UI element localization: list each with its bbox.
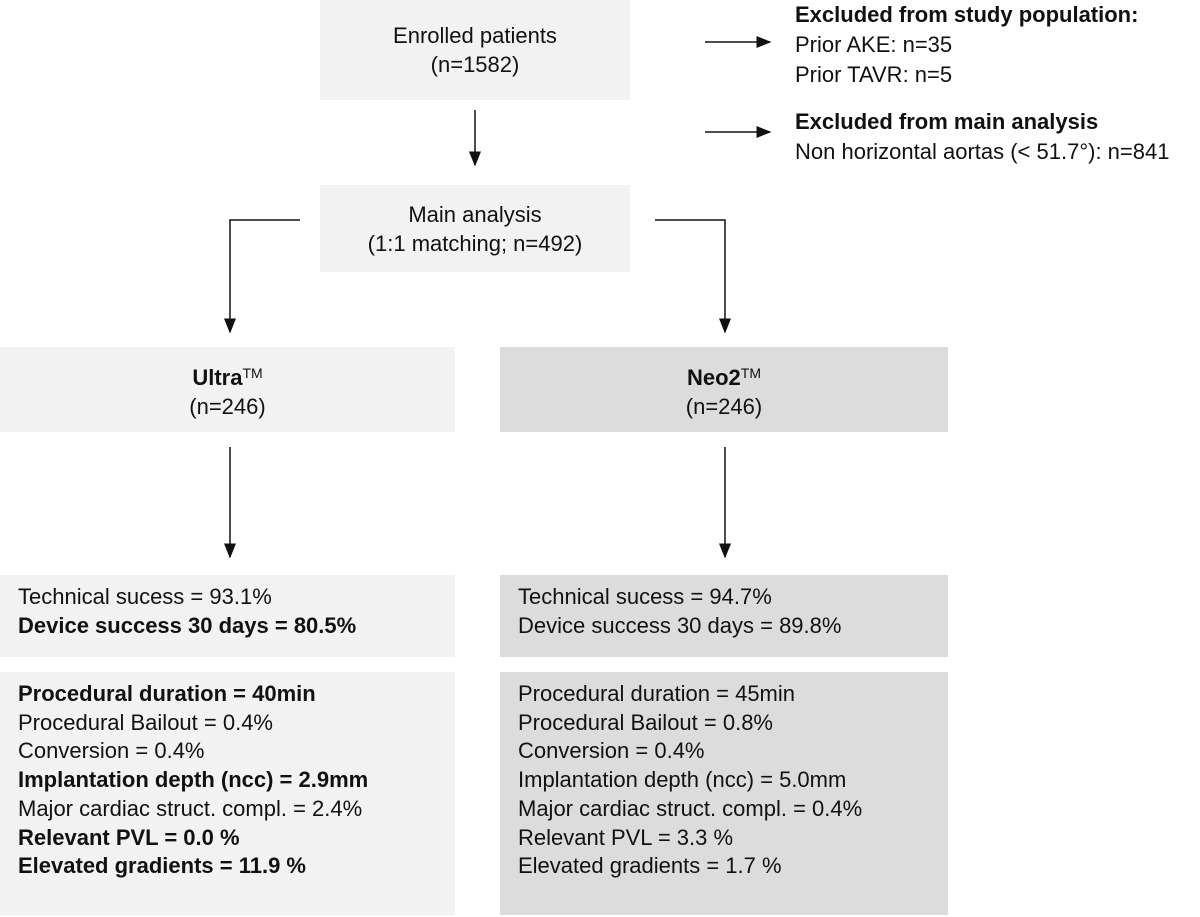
exclusion-title: Excluded from study population: [795, 2, 1139, 27]
enrolled-box: Enrolled patients (n=1582) [320, 0, 630, 100]
group-name: Neo2 [686, 364, 741, 390]
box-text: (1:1 matching; n=492) [367, 230, 583, 256]
exclusion-title: Excluded from main analysis [795, 109, 1099, 134]
group-box: Neo2TM (n=246) [500, 347, 948, 432]
group-box: UltraTM (n=246) [0, 347, 455, 432]
exclusion-item: Non horizontal aortas (< 51.7°): n=841 [795, 139, 1170, 164]
result-line: Technical sucess = 93.1% [18, 584, 272, 609]
result-line: Conversion = 0.4% [518, 738, 705, 764]
result-line: Implantation depth (ncc) = 2.9mm [18, 767, 369, 793]
group-count: (n=246) [189, 393, 266, 419]
group-title: UltraTM [192, 359, 262, 392]
success-box: Technical sucess = 93.1% Device success 3… [0, 575, 455, 657]
outcomes-box: Procedural duration = 45min Procedural Ba… [500, 672, 948, 915]
result-line: Technical sucess = 94.7% [518, 584, 772, 609]
result-line: Device success 30 days = 89.8% [518, 612, 842, 638]
result-line: Relevant PVL = 3.3 % [518, 824, 734, 850]
result-line: Procedural duration = 45min [518, 681, 795, 706]
group-title: Neo2TM [687, 359, 761, 392]
outcomes-box: Procedural duration = 40min Procedural Ba… [0, 672, 455, 915]
result-line: Relevant PVL = 0.0 % [18, 824, 240, 850]
result-line: Procedural Bailout = 0.4% [18, 709, 273, 735]
arrow [224, 219, 300, 334]
result-line: Implantation depth (ncc) = 5.0mm [518, 767, 847, 793]
group-name: Ultra [192, 364, 243, 390]
result-line: Major cardiac struct. compl. = 2.4% [18, 795, 363, 821]
trademark: TM [242, 364, 263, 381]
success-box: Technical sucess = 94.7% Device success 3… [500, 575, 948, 657]
arrow [655, 219, 731, 334]
trademark: TM [740, 364, 761, 381]
result-line: Elevated gradients = 11.9 % [18, 853, 306, 879]
result-line: Device success 30 days = 80.5% [18, 612, 357, 638]
result-line: Elevated gradients = 1.7 % [518, 853, 782, 879]
box-text: (n=1582) [430, 52, 520, 77]
result-line: Major cardiac struct. compl. = 0.4% [518, 795, 863, 821]
result-line: Conversion = 0.4% [18, 738, 205, 764]
exclusion-item: Prior AKE: n=35 [795, 32, 953, 57]
exclusion-item: Prior TAVR: n=5 [795, 62, 953, 87]
group-count: (n=246) [685, 393, 763, 419]
box-text: Main analysis [408, 201, 542, 227]
result-line: Procedural Bailout = 0.8% [518, 709, 773, 735]
main-analysis-box: Main analysis (1:1 matching; n=492) [320, 185, 630, 272]
box-text: Enrolled patients [393, 23, 557, 48]
result-line: Procedural duration = 40min [18, 681, 316, 706]
